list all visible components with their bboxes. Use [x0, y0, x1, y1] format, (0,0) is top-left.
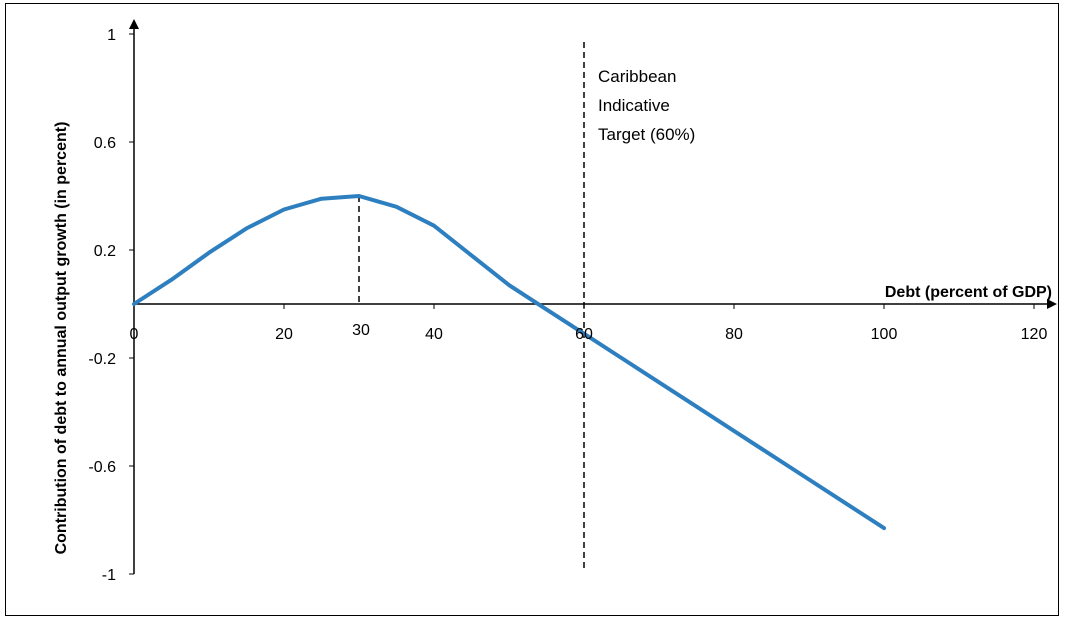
tick-labels: 1 0.6 0.2 -0.2 -0.6 -1 0 20 40 60 80 100 120 30 — [88, 27, 1047, 584]
y-tick-label: -1 — [102, 567, 116, 584]
x-tick-label: 0 — [130, 326, 139, 343]
x-tick-label: 80 — [725, 326, 743, 343]
reference-line-label: Target (60%) — [598, 125, 695, 144]
series-layer — [132, 194, 886, 531]
x-tick-label: 40 — [425, 326, 443, 343]
series-line — [132, 194, 886, 531]
x-tick-label: 20 — [275, 326, 293, 343]
x-tick-label: 100 — [871, 326, 898, 343]
y-tick-label: -0.6 — [88, 459, 116, 476]
x-axis-title: Debt (percent of GDP) — [885, 284, 1052, 301]
reference-lines — [358, 42, 585, 569]
annotation: Caribbean Indicative Target (60%) — [598, 67, 695, 144]
y-tick-label: 1 — [107, 27, 116, 44]
reference-line-label: Caribbean — [598, 67, 676, 86]
y-tick-label: -0.2 — [88, 351, 116, 368]
chart-frame — [5, 3, 1059, 616]
x-tick-label: 60 — [575, 326, 593, 343]
y-tick-label: 0.2 — [94, 243, 116, 260]
y-tick-label: 0.6 — [94, 135, 116, 152]
peak-marker-label: 30 — [352, 322, 370, 339]
x-tick-label: 120 — [1021, 326, 1048, 343]
reference-line-label: Indicative — [598, 96, 670, 115]
axis-labels: Debt (percent of GDP) Contribution of de… — [53, 122, 1052, 555]
y-axis-title: Contribution of debt to annual output gr… — [53, 122, 70, 555]
